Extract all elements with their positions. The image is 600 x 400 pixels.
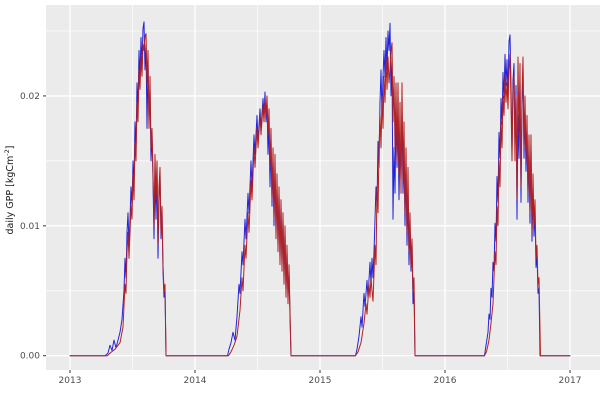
y-axis-title: daily GPP [kgCm-2] [3,146,16,235]
x-tick-label: 2013 [59,376,82,386]
series-line-observed-gpp-red [69,33,571,357]
x-tick-label: 2016 [434,376,457,386]
axis-ticks [43,95,571,373]
data-series [69,21,571,357]
x-tick-label: 2015 [309,376,332,386]
gridlines [46,5,600,370]
y-tick-label: 0.02 [20,92,40,102]
y-tick-label: 0.00 [20,352,40,362]
axis-tick-labels: 2013 2014 2015 2016 2017 0.00 0.01 0.02 [20,92,582,386]
y-tick-label: 0.01 [20,222,40,232]
x-tick-label: 2014 [184,376,207,386]
x-tick-label: 2017 [559,376,582,386]
